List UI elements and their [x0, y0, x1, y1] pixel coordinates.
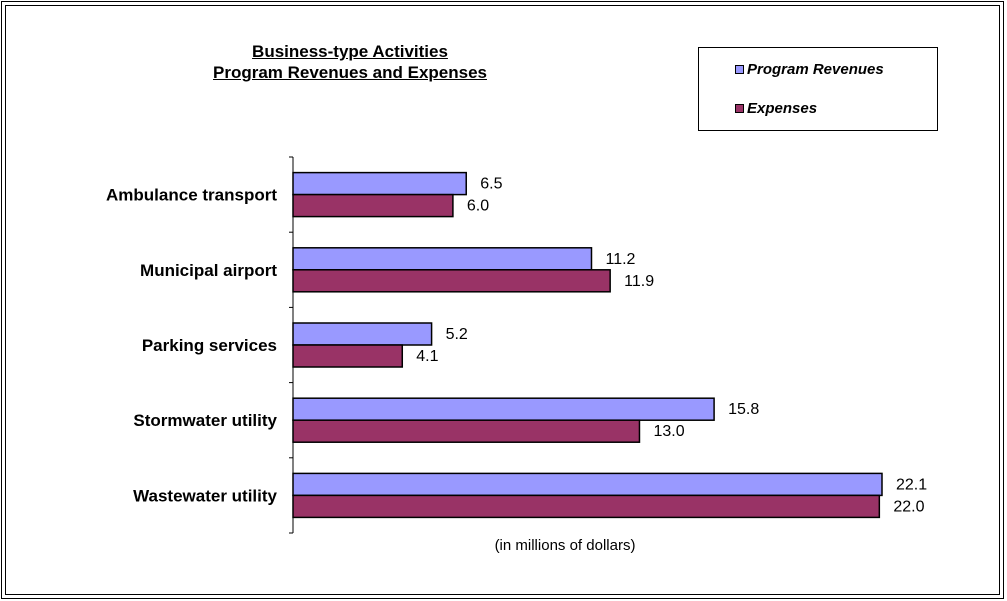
chart-title-line-2: Program Revenues and Expenses: [212, 63, 487, 82]
legend-label-expenses: Expenses: [747, 100, 818, 117]
bar-program-revenues-ambulance-transport: [292, 171, 467, 196]
value-label-program-revenues-ambulance-transport: 6.5: [480, 176, 502, 193]
chart-title-line-1: Business-type Activities: [252, 42, 448, 61]
value-label-expenses-stormwater-utility: 13.0: [653, 423, 684, 440]
bar-program-revenues-wastewater-utility: [292, 472, 883, 497]
bar-expenses-ambulance-transport: [292, 193, 454, 218]
value-label-expenses-wastewater-utility: 22.0: [893, 498, 924, 515]
value-label-expenses-parking-services: 4.1: [416, 348, 438, 365]
bar-program-revenues-parking-services: [292, 322, 433, 346]
value-label-expenses-municipal-airport: 11.9: [624, 273, 654, 290]
bar-expenses-stormwater-utility: [292, 419, 641, 443]
bar-expenses-wastewater-utility: [292, 494, 881, 519]
category-label-municipal-airport: Municipal airport: [140, 261, 277, 280]
legend-entry-expenses: Expenses: [735, 100, 817, 117]
value-label-program-revenues-wastewater-utility: 22.1: [896, 476, 927, 493]
value-label-program-revenues-parking-services: 5.2: [446, 326, 468, 343]
value-label-expenses-ambulance-transport: 6.0: [467, 198, 489, 215]
bar-expenses-parking-services: [292, 344, 404, 368]
bar-program-revenues-stormwater-utility: [292, 397, 715, 421]
category-label-ambulance-transport: Ambulance transport: [106, 186, 277, 205]
chart-inner-border: [5, 5, 1000, 595]
value-label-program-revenues-municipal-airport: 11.2: [605, 251, 635, 268]
value-label-program-revenues-stormwater-utility: 15.8: [728, 401, 759, 418]
chart-title: Business-type Activities Program Revenue…: [140, 41, 560, 83]
bar-program-revenues-municipal-airport: [292, 247, 593, 271]
chart-legend: Program Revenues Expenses: [698, 47, 938, 131]
legend-swatch-program-revenues: [735, 65, 744, 74]
legend-label-program-revenues: Program Revenues: [747, 61, 884, 78]
category-label-stormwater-utility: Stormwater utility: [133, 411, 277, 430]
category-label-wastewater-utility: Wastewater utility: [133, 486, 277, 505]
category-label-parking-services: Parking services: [142, 336, 277, 355]
x-axis-title: (in millions of dollars): [495, 537, 636, 554]
legend-entry-program-revenues: Program Revenues: [735, 61, 884, 78]
bar-expenses-municipal-airport: [292, 269, 611, 293]
legend-swatch-expenses: [735, 104, 744, 113]
